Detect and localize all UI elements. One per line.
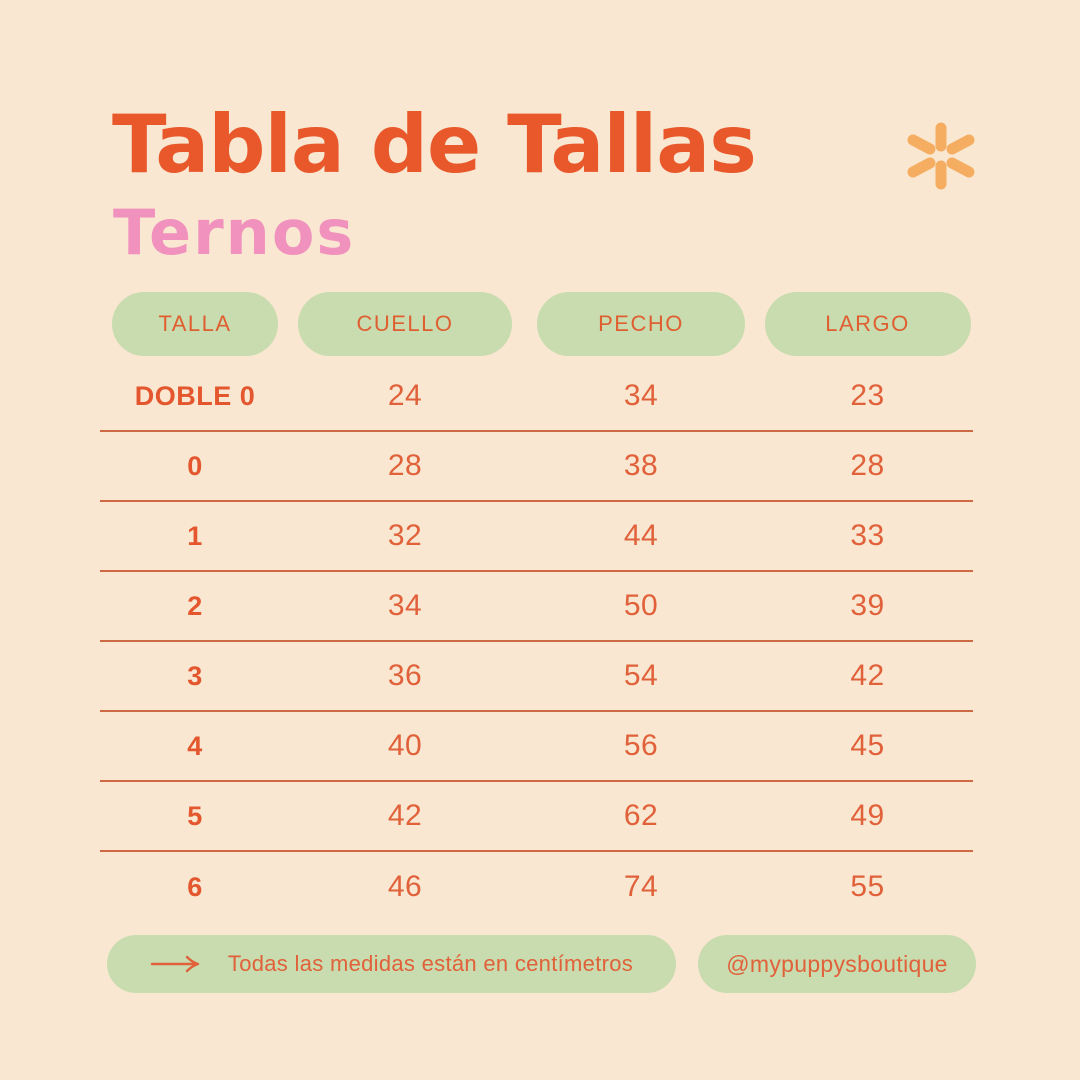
cuello-cell: 42 — [387, 799, 423, 832]
size-cell: 1 — [187, 520, 203, 551]
social-handle-pill: @mypuppysboutique — [698, 935, 976, 993]
largo-cell: 49 — [850, 799, 885, 832]
asterisk-icon — [907, 122, 975, 190]
table-header-row: TALLA CUELLO PECHO LARGO — [100, 292, 973, 356]
header-cell-cuello: CUELLO — [290, 292, 520, 356]
header-pill-largo: LARGO — [764, 292, 971, 356]
pecho-cell: 54 — [623, 659, 659, 692]
page-title: Tabla de Tallas — [112, 98, 757, 191]
pecho-cell: 34 — [623, 379, 659, 412]
size-cell: 6 — [187, 871, 203, 902]
pecho-cell: 50 — [623, 589, 659, 622]
header-pill-talla: TALLA — [112, 292, 278, 356]
header-cell-pecho: PECHO — [520, 292, 762, 356]
pecho-cell: 74 — [623, 870, 659, 903]
size-cell: 4 — [187, 730, 203, 761]
largo-cell: 55 — [850, 870, 885, 903]
cuello-cell: 46 — [387, 870, 423, 903]
table-row: 3 36 54 42 — [100, 642, 973, 712]
largo-cell: 39 — [850, 589, 885, 622]
measurement-note-pill: Todas las medidas están en centímetros — [107, 935, 676, 993]
pecho-cell: 62 — [623, 799, 659, 832]
pecho-cell: 38 — [623, 449, 659, 482]
largo-cell: 33 — [850, 519, 885, 552]
size-cell: DOBLE 0 — [134, 380, 256, 411]
table-row: DOBLE 0 24 34 23 — [100, 362, 973, 432]
pecho-cell: 44 — [623, 519, 659, 552]
table-row: 4 40 56 45 — [100, 712, 973, 782]
table-row: 6 46 74 55 — [100, 852, 973, 922]
measurement-note-text: Todas las medidas están en centímetros — [227, 951, 634, 976]
page-subtitle: Ternos — [113, 196, 356, 269]
size-cell: 2 — [187, 590, 203, 621]
largo-cell: 28 — [850, 449, 885, 482]
cuello-cell: 32 — [387, 519, 423, 552]
largo-cell: 42 — [850, 659, 885, 692]
table-row: 0 28 38 28 — [100, 432, 973, 502]
cuello-cell: 34 — [387, 589, 423, 622]
largo-cell: 23 — [850, 379, 885, 412]
header-pill-cuello: CUELLO — [298, 292, 512, 356]
size-cell: 5 — [187, 800, 203, 831]
social-handle-text: @mypuppysboutique — [726, 950, 948, 977]
size-cell: 0 — [187, 450, 203, 481]
header-pill-pecho: PECHO — [537, 292, 745, 356]
cuello-cell: 28 — [387, 449, 423, 482]
cuello-cell: 40 — [387, 729, 423, 762]
table-body: DOBLE 0 24 34 23 0 28 38 28 1 32 44 33 2… — [100, 362, 973, 922]
table-row: 1 32 44 33 — [100, 502, 973, 572]
largo-cell: 45 — [850, 729, 885, 762]
right-arrow-icon — [150, 955, 200, 973]
size-table: TALLA CUELLO PECHO LARGO DOBLE 0 24 34 2… — [100, 292, 973, 922]
table-row: 2 34 50 39 — [100, 572, 973, 642]
table-row: 5 42 62 49 — [100, 782, 973, 852]
pecho-cell: 56 — [623, 729, 659, 762]
size-cell: 3 — [187, 660, 203, 691]
header-cell-talla: TALLA — [100, 292, 290, 356]
header-cell-largo: LARGO — [762, 292, 973, 356]
cuello-cell: 36 — [387, 659, 423, 692]
cuello-cell: 24 — [387, 379, 423, 412]
